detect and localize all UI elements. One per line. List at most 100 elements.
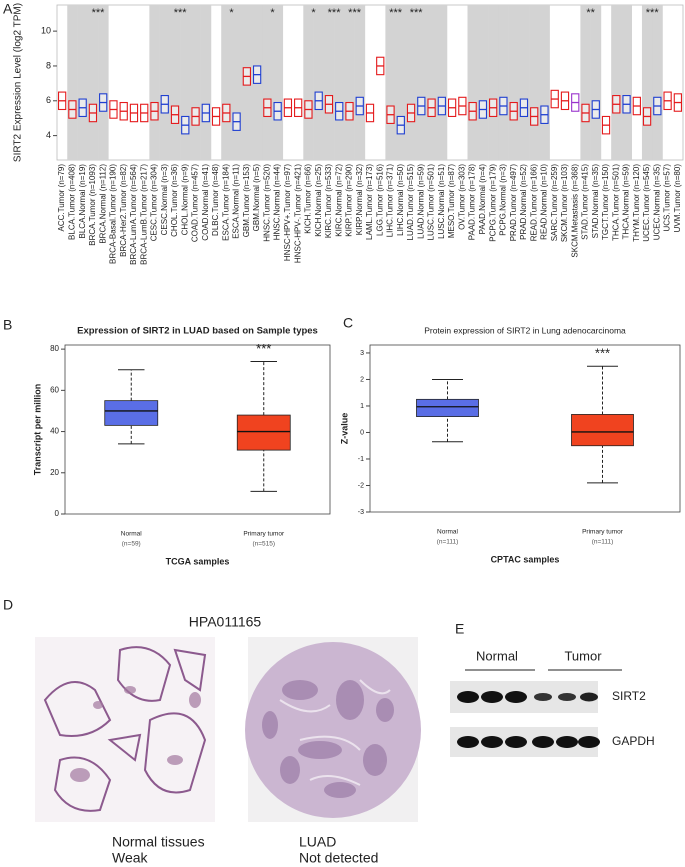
x-tick-label: STAD.Tumor (n=415) — [581, 164, 590, 240]
ihc-tissue: Normal tissues — [112, 834, 205, 850]
shaded-band — [467, 5, 479, 160]
x-tick-label: KICH.Normal (n=25) — [314, 164, 323, 237]
shaded-band — [641, 5, 653, 160]
blot-label: GAPDH — [612, 734, 655, 748]
shaded-band — [405, 5, 417, 160]
significance: *** — [256, 341, 271, 356]
ihc-tissue: LUAD — [299, 834, 336, 850]
y-tick-label: 6 — [46, 95, 51, 105]
ihc-normal-image — [35, 637, 215, 822]
shaded-band — [272, 5, 284, 160]
shaded-band — [580, 5, 591, 160]
x-tick-label: KICH.Tumor (n=66) — [304, 164, 313, 234]
shaded-band — [169, 5, 181, 160]
panel-label: D — [3, 597, 13, 613]
x-tick-label: SARC.Tumor (n=259) — [550, 164, 559, 242]
x-tick-label: UCEC.Tumor (n=545) — [642, 164, 651, 242]
x-tick-label: ESCA.Tumor (n=184) — [221, 164, 230, 241]
x-tick-label: MESO.Tumor (n=87) — [447, 164, 456, 239]
shaded-band — [323, 5, 335, 160]
x-tick-label: ACC.Tumor (n=79) — [57, 164, 66, 232]
shaded-band — [498, 5, 509, 160]
shaded-band — [190, 5, 201, 160]
blot-label: SIRT2 — [612, 689, 646, 703]
x-tick-label: HNSC.Tumor (n=520) — [262, 164, 271, 242]
shaded-band — [611, 5, 622, 160]
blot-sirt2 — [450, 681, 598, 713]
shaded-band — [652, 5, 663, 160]
x-tick-label: Normal — [121, 531, 143, 538]
significance: *** — [410, 7, 424, 19]
y-axis-title: Z-value — [339, 413, 349, 445]
x-tick-label: BRCA-Her2.Tumor (n=82) — [119, 164, 128, 257]
shaded-band — [354, 5, 366, 160]
x-tick-label: LIHC.Normal (n=50) — [396, 164, 405, 236]
blot-group: Normal — [476, 648, 518, 663]
x-tick-label: KIRC.Normal (n=72) — [334, 164, 343, 237]
x-tick-label: HNSC-HPV-.Tumor (n=421) — [293, 164, 302, 263]
shaded-band — [334, 5, 345, 160]
x-tick-label: Normal — [437, 529, 459, 536]
x-tick-label: HNSC.Normal (n=44) — [273, 164, 282, 241]
shaded-band — [200, 5, 212, 160]
x-tick-count: (n=111) — [437, 539, 459, 546]
blot-gapdh — [450, 727, 600, 757]
x-tick-label: LUSC.Normal (n=51) — [437, 164, 446, 239]
shaded-band — [477, 5, 489, 160]
shaded-band — [436, 5, 448, 160]
x-tick-label: SKCM.Metastasis (n=368) — [570, 164, 579, 258]
x-tick-label: PCPG.Normal (n=3) — [499, 164, 508, 236]
x-tick-label: UCS.Tumor (n=57) — [663, 164, 672, 232]
x-tick-label: HNSC-HPV+.Tumor (n=97) — [283, 164, 292, 261]
x-tick-label: PRAD.Normal (n=52) — [519, 164, 528, 240]
shaded-band — [313, 5, 325, 160]
x-tick-label: Primary tumor — [243, 531, 285, 538]
y-axis-title: Transcript per million — [32, 384, 42, 476]
significance: * — [270, 7, 275, 19]
shaded-band — [539, 5, 550, 160]
ihc-luad-image — [245, 637, 421, 822]
x-tick-label: READ.Tumor (n=166) — [529, 164, 538, 242]
x-tick-label: KIRP.Tumor (n=290) — [345, 164, 354, 237]
significance: *** — [389, 7, 403, 19]
x-tick-label: GBM.Normal (n=5) — [252, 164, 261, 232]
x-tick-label: TGCT.Tumor (n=150) — [601, 164, 610, 240]
shaded-band — [590, 5, 602, 160]
shaded-band — [518, 5, 530, 160]
x-tick-label: LUSC.Tumor (n=501) — [427, 164, 436, 241]
y-tick-label: -2 — [358, 482, 364, 489]
significance: * — [229, 7, 234, 19]
shaded-band — [180, 5, 191, 160]
x-tick-label: THCA.Normal (n=59) — [622, 164, 631, 240]
shaded-band — [508, 5, 520, 160]
chart-title: Protein expression of SIRT2 in Lung aden… — [424, 325, 626, 335]
ihc-level: Weak — [112, 850, 149, 866]
y-tick-label: 40 — [50, 427, 59, 436]
panel-label: E — [455, 621, 464, 637]
y-tick-label: 8 — [46, 60, 51, 70]
shaded-band — [87, 5, 99, 160]
x-tick-label: CHOL.Tumor (n=36) — [170, 164, 179, 237]
y-tick-label: -3 — [358, 509, 364, 516]
x-axis-title: TCGA samples — [166, 556, 230, 566]
y-tick-label: 4 — [46, 130, 51, 140]
x-tick-label: COAD.Tumor (n=457) — [191, 164, 200, 243]
y-tick-label: 0 — [360, 429, 364, 436]
shaded-band — [159, 5, 171, 160]
y-tick-label: 3 — [360, 350, 364, 357]
x-tick-label: COAD.Normal (n=41) — [201, 164, 210, 241]
x-tick-label: BRCA.Tumor (n=1093) — [88, 164, 97, 246]
shaded-band — [416, 5, 427, 160]
x-tick-label: ESCA.Normal (n=11) — [232, 164, 241, 239]
panel-label: C — [343, 315, 353, 331]
significance: ** — [586, 7, 595, 19]
x-tick-label: LUAD.Tumor (n=515) — [406, 164, 415, 241]
shaded-band — [231, 5, 243, 160]
x-tick-label: SKCM.Tumor (n=103) — [560, 164, 569, 243]
x-tick-label: THCA.Tumor (n=501) — [611, 164, 620, 241]
shaded-band — [67, 5, 78, 160]
box — [416, 398, 479, 417]
shaded-band — [488, 5, 499, 160]
panel-label: A — [3, 1, 13, 17]
